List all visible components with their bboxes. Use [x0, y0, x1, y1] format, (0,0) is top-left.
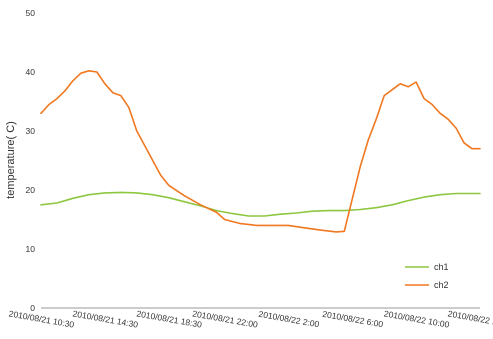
y-tick-label: 40 [26, 67, 36, 77]
y-tick-label: 50 [26, 8, 36, 18]
series-lines [40, 70, 481, 233]
legend: ch1 ch2 [405, 262, 449, 290]
series-line-ch2 [40, 70, 481, 233]
y-tick-labels: 0 10 20 30 40 50 [26, 8, 36, 313]
y-tick-label: 20 [26, 185, 36, 195]
y-tick-label: 0 [30, 303, 35, 313]
series-line-ch1 [40, 191, 481, 217]
legend-label-ch2: ch2 [434, 280, 449, 290]
y-tick-label: 30 [26, 126, 36, 136]
y-axis-label: temperature( C) [5, 121, 17, 199]
legend-label-ch1: ch1 [434, 262, 449, 272]
y-tick-label: 10 [26, 244, 36, 254]
